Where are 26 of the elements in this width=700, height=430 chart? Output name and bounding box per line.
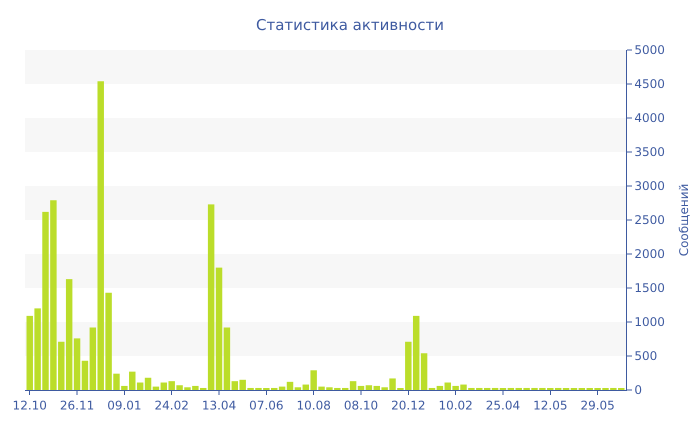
x-tick-label: 29.05 (580, 398, 615, 412)
y-tick-label: 4000 (634, 111, 665, 126)
y-tick-label: 2500 (634, 213, 665, 228)
x-tick-label: 12.05 (533, 398, 568, 412)
y-tick-label: 500 (634, 349, 658, 364)
x-tick-label: 07.06 (249, 398, 284, 412)
x-tick-label: 09.01 (107, 398, 142, 412)
y-tick-label: 5000 (634, 43, 665, 58)
x-tick-label: 25.04 (486, 398, 520, 412)
y-tick-label: 1500 (634, 281, 665, 296)
x-tick-label: 20.12 (391, 398, 426, 412)
chart-title: Статистика активности (256, 16, 444, 34)
x-tick-label: 13.04 (202, 398, 236, 412)
x-tick-label: 10.02 (438, 398, 473, 412)
x-tick-label: 10.08 (296, 398, 331, 412)
y-tick-label: 3000 (634, 179, 665, 194)
x-tick-label: 08.10 (344, 398, 378, 412)
y-tick-label: 2000 (634, 247, 665, 262)
y-axis-title: Сообщений (676, 184, 691, 256)
y-tick-label: 1000 (634, 315, 665, 330)
y-tick-label: 3500 (634, 145, 665, 160)
x-tick-label: 24.02 (154, 398, 189, 412)
x-tick-label: 12.10 (12, 398, 47, 412)
x-tick-label: 26.11 (60, 398, 94, 412)
y-tick-label: 4500 (634, 77, 665, 92)
y-tick-label: 0 (634, 383, 642, 398)
